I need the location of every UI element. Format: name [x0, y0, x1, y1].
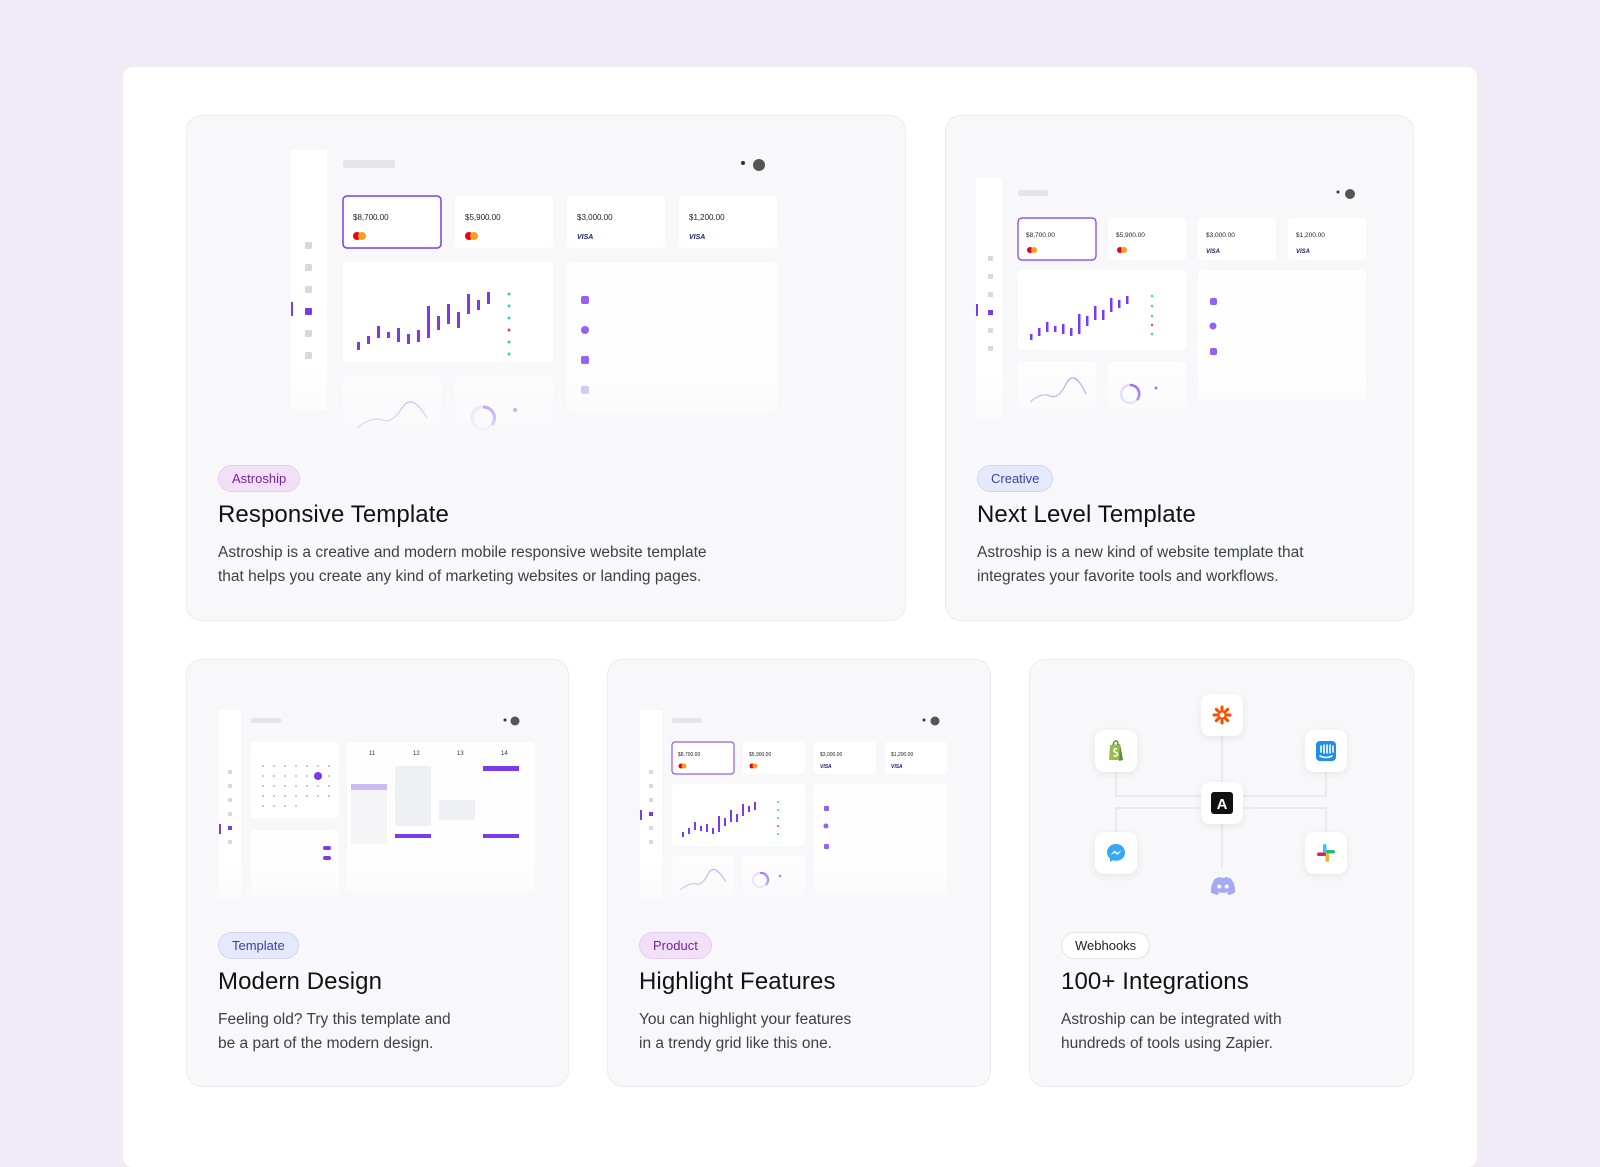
category-badge: Template [218, 932, 299, 959]
amount-4: $1,200.00 [1296, 232, 1325, 239]
amount-2: $5,900.00 [1116, 232, 1145, 239]
card-title: Responsive Template [218, 501, 449, 528]
amount-2: $5,900.00 [749, 752, 771, 758]
card-description: Feeling old? Try this template and be a … [218, 1008, 548, 1055]
amount-4: $1,200.00 [689, 213, 725, 222]
card-title: Highlight Features [639, 968, 836, 995]
features-panel: $8,700.00 $5,900.00 $3,000.00 $1,200.00 … [123, 67, 1477, 1167]
visa-logo: VISA [891, 764, 903, 770]
visa-logo: VISA [820, 764, 832, 770]
discord-icon [1210, 876, 1236, 901]
logo-letter: A [1217, 796, 1228, 813]
amount-1: $8,700.00 [353, 213, 389, 222]
dashboard-preview: $8,700.00 $5,900.00 $3,000.00 $1,200.00 … [946, 116, 1413, 446]
category-badge: Creative [977, 465, 1054, 492]
astroship-logo-icon: A [1201, 782, 1243, 824]
desc-line-2: hundreds of tools using Zapier. [1061, 1034, 1273, 1052]
card-description: Astroship is a new kind of website templ… [977, 541, 1393, 588]
card-description: You can highlight your features in a tre… [639, 1008, 970, 1055]
amount-1: $8,700.00 [678, 752, 700, 758]
dashboard-preview: $8,700.00 $5,900.00 $3,000.00 $1,200.00 … [608, 660, 990, 920]
card-description: Astroship can be integrated with hundred… [1061, 1008, 1393, 1055]
card-title: Next Level Template [977, 501, 1196, 528]
visa-logo: VISA [1206, 249, 1220, 255]
category-badge: Product [639, 932, 712, 959]
amount-3: $3,000.00 [577, 213, 613, 222]
dashboard-illustration: $8,700.00 $5,900.00 $3,000.00 $1,200.00 … [976, 178, 1366, 418]
day-11: 11 [369, 751, 376, 757]
card-title: 100+ Integrations [1061, 968, 1249, 995]
desc-line-1: Astroship can be integrated with [1061, 1011, 1282, 1028]
visa-logo: VISA [689, 234, 705, 241]
card-text: Creative Next Level Template Astroship i… [977, 465, 1393, 588]
category-badge: Webhooks [1061, 932, 1151, 959]
preview-fade [187, 366, 905, 446]
amount-1: $8,700.00 [1026, 232, 1055, 239]
amount-3: $3,000.00 [820, 752, 842, 758]
preview-fade [608, 860, 990, 920]
preview-fade [946, 376, 1413, 446]
card-text: Template Modern Design Feeling old? Try … [218, 932, 548, 1055]
amount-4: $1,200.00 [891, 752, 913, 758]
slack-icon [1305, 832, 1347, 874]
day-12: 12 [413, 751, 420, 757]
desc-line-2: in a trendy grid like this one. [639, 1034, 832, 1052]
card-text: Webhooks 100+ Integrations Astroship can… [1061, 932, 1393, 1055]
feature-card-modern-design[interactable]: 11 12 13 14 Template Modern Design Feeli… [186, 659, 569, 1087]
category-badge: Astroship [218, 465, 301, 492]
calendar-preview: 11 12 13 14 [187, 660, 568, 920]
desc-line-1: Astroship is a new kind of website templ… [977, 544, 1304, 561]
visa-logo: VISA [577, 234, 593, 241]
visa-logo: VISA [1296, 249, 1310, 255]
desc-line-1: Feeling old? Try this template and [218, 1011, 451, 1028]
feature-card-highlight[interactable]: $8,700.00 $5,900.00 $3,000.00 $1,200.00 … [607, 659, 991, 1087]
amount-3: $3,000.00 [1206, 232, 1235, 239]
feature-card-integrations[interactable]: A Webhooks 100+ Integrations Astroship c… [1029, 659, 1414, 1087]
card-text: Product Highlight Features You can highl… [639, 932, 970, 1055]
desc-line-1: You can highlight your features [639, 1011, 852, 1028]
preview-fade [187, 860, 568, 920]
feature-card-next-level[interactable]: $8,700.00 $5,900.00 $3,000.00 $1,200.00 … [945, 115, 1414, 621]
desc-line-2: be a part of the modern design. [218, 1034, 434, 1052]
shopify-icon [1095, 730, 1137, 772]
day-13: 13 [457, 751, 464, 757]
card-text: Astroship Responsive Template Astroship … [218, 465, 885, 588]
card-title: Modern Design [218, 968, 383, 995]
amount-2: $5,900.00 [465, 213, 501, 222]
intercom-icon [1305, 730, 1347, 772]
dashboard-preview: $8,700.00 $5,900.00 $3,000.00 $1,200.00 … [187, 116, 905, 446]
desc-line-2: that helps you create any kind of market… [218, 567, 702, 585]
feature-card-responsive[interactable]: $8,700.00 $5,900.00 $3,000.00 $1,200.00 … [186, 115, 906, 621]
messenger-icon [1095, 832, 1137, 874]
day-14: 14 [501, 751, 508, 757]
desc-line-1: Astroship is a creative and modern mobil… [218, 544, 707, 561]
desc-line-2: integrates your favorite tools and workf… [977, 567, 1279, 585]
zapier-icon [1201, 694, 1243, 736]
integrations-preview: A [1030, 660, 1413, 920]
card-description: Astroship is a creative and modern mobil… [218, 541, 885, 588]
connector-lines [1115, 736, 1327, 868]
